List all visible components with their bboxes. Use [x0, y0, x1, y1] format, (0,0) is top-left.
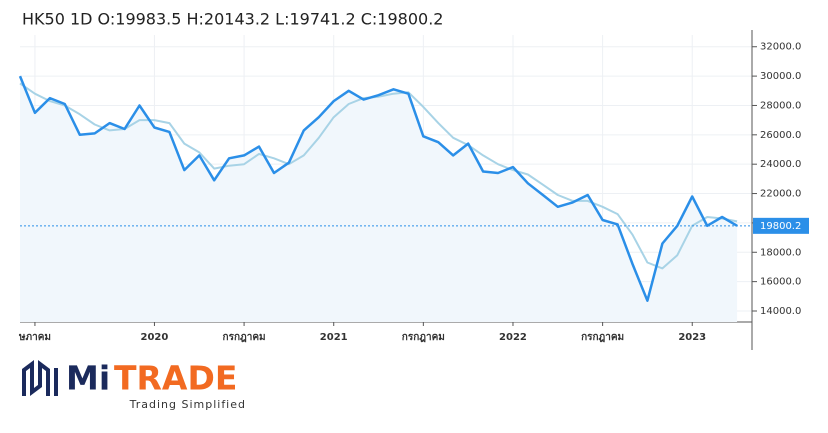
y-tick-label: 16000.0	[760, 277, 801, 288]
y-tick-label: 14000.0	[760, 306, 801, 317]
y-tick-label: 24000.0	[760, 159, 801, 170]
x-tick-label: กรกฎาคม	[402, 332, 445, 343]
logo-name: TRADE	[114, 359, 237, 398]
y-tick-label: 26000.0	[760, 130, 801, 141]
y-tick-label: 22000.0	[760, 189, 801, 200]
x-tick-label: ษภาคม	[18, 332, 51, 343]
x-tick-label: กรกฎาคม	[581, 332, 624, 343]
y-tick-label: 32000.0	[760, 42, 801, 53]
x-tick-label: กรกฎาคม	[223, 332, 266, 343]
area-fill	[20, 76, 738, 322]
y-tick-label: 28000.0	[760, 100, 801, 111]
last-price-box	[753, 217, 809, 234]
logo-prefix: Mi	[66, 359, 110, 398]
x-tick-label: 2023	[678, 332, 706, 343]
x-tick-label: 2020	[141, 332, 169, 343]
last-price-label: 19800.2	[760, 221, 801, 232]
ma-line	[19, 82, 738, 270]
x-tick-label: 2022	[499, 332, 527, 343]
y-tick-label: 30000.0	[760, 71, 801, 82]
price-line	[18, 75, 738, 302]
chart-title: HK50 1D O:19983.5 H:20143.2 L:19741.2 C:…	[22, 10, 443, 29]
logo-tagline: Trading Simplified	[129, 398, 246, 411]
y-tick-label: 18000.0	[760, 247, 801, 258]
logo-icon	[22, 360, 58, 396]
x-tick-label: 2021	[320, 332, 348, 343]
